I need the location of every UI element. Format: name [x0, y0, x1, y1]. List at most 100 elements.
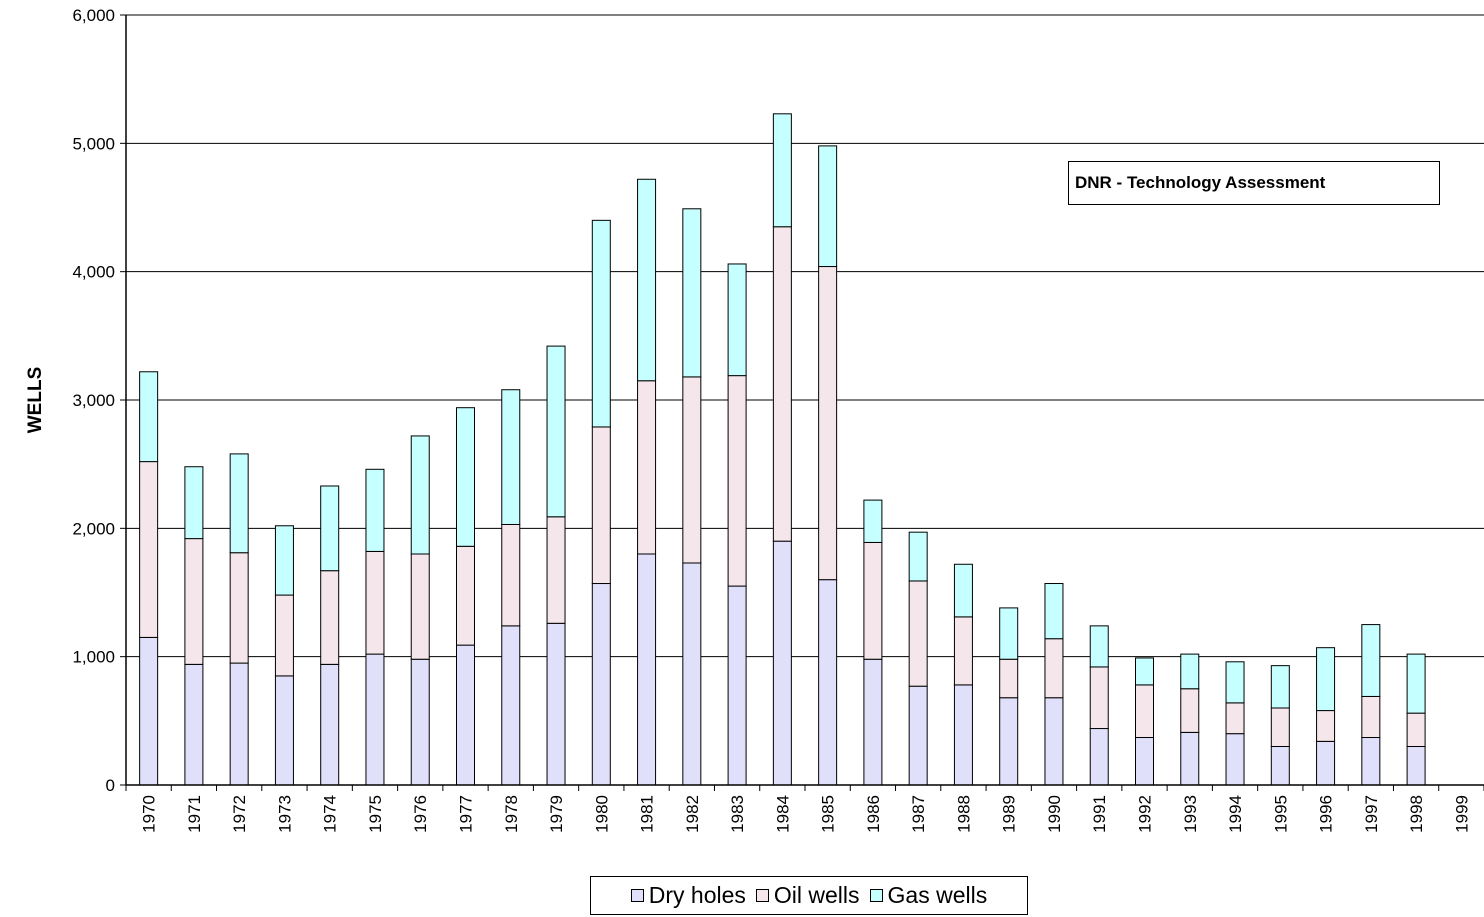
bar-oil-wells-1974	[320, 570, 340, 665]
x-tick-label: 1985	[819, 795, 838, 833]
bar-oil-wells-1983	[727, 375, 747, 587]
bar-gas-wells-1972	[229, 453, 249, 554]
bar-oil-wells-1980	[591, 426, 611, 585]
bar-oil-wells-1990	[1044, 638, 1064, 699]
annotation-text: DNR - Technology Assessment	[1075, 173, 1326, 192]
bar-gas-wells-1997	[1361, 624, 1381, 697]
x-tick-label: 1972	[230, 795, 249, 833]
bar-dry-holes-1989	[999, 697, 1019, 786]
bar-dry-holes-1978	[501, 625, 521, 786]
bar-oil-wells-1995	[1270, 707, 1290, 747]
bar-oil-wells-1981	[637, 380, 657, 555]
bar-gas-wells-1982	[682, 208, 702, 378]
bar-gas-wells-1988	[953, 563, 973, 618]
bars	[139, 113, 1426, 786]
bar-oil-wells-1978	[501, 523, 521, 627]
bar-oil-wells-1979	[546, 516, 566, 624]
bar-gas-wells-1996	[1316, 647, 1336, 712]
x-tick-label: 1974	[321, 795, 340, 833]
bar-oil-wells-1982	[682, 376, 702, 564]
x-tick-label: 1997	[1362, 795, 1381, 833]
bar-gas-wells-1985	[818, 145, 838, 268]
y-tick-label: 2,000	[72, 519, 115, 538]
bar-dry-holes-1972	[229, 662, 249, 786]
x-tick-label: 1987	[909, 795, 928, 833]
y-tick-labels: 0 1,000 2,000 3,000 4,000 5,000 6,000	[72, 6, 115, 795]
bar-gas-wells-1984	[772, 113, 792, 228]
bar-oil-wells-1988	[953, 616, 973, 686]
x-tick-label: 1983	[728, 795, 747, 833]
bar-dry-holes-1996	[1316, 740, 1336, 786]
bar-gas-wells-1973	[274, 525, 294, 596]
bar-gas-wells-1986	[863, 499, 883, 543]
x-tick-label: 1988	[954, 795, 973, 833]
x-tick-label: 1979	[547, 795, 566, 833]
x-tick-label: 1989	[1000, 795, 1019, 833]
bar-oil-wells-1987	[908, 580, 928, 687]
x-tick-label: 1973	[275, 795, 294, 833]
bar-oil-wells-1970	[139, 461, 159, 638]
bar-oil-wells-1986	[863, 541, 883, 660]
y-tick-label: 0	[106, 776, 115, 795]
bar-dry-holes-1994	[1225, 733, 1245, 786]
x-tick-label: 1991	[1090, 795, 1109, 833]
bar-gas-wells-1971	[184, 466, 204, 540]
bar-dry-holes-1979	[546, 622, 566, 786]
legend-item-oil-wells: Oil wells	[755, 882, 860, 909]
bar-gas-wells-1987	[908, 531, 928, 582]
bar-dry-holes-1970	[139, 636, 159, 786]
bar-dry-holes-1975	[365, 653, 385, 786]
axes	[120, 14, 1484, 791]
bar-oil-wells-1977	[456, 545, 475, 646]
bar-gas-wells-1995	[1270, 665, 1290, 709]
bar-dry-holes-1987	[908, 685, 928, 786]
legend-swatch-oil-wells	[755, 889, 769, 902]
bar-dry-holes-1971	[184, 663, 204, 786]
x-tick-label: 1971	[185, 795, 204, 833]
bar-dry-holes-1984	[772, 540, 792, 786]
legend: Dry holes Oil wells Gas wells	[590, 876, 1028, 915]
bar-gas-wells-1992	[1135, 657, 1154, 686]
bar-dry-holes-1988	[953, 684, 973, 786]
bar-dry-holes-1977	[456, 644, 475, 786]
bar-oil-wells-1984	[772, 226, 792, 542]
bar-oil-wells-1975	[365, 550, 385, 655]
x-tick-label: 1984	[773, 795, 792, 833]
bar-gas-wells-1975	[365, 468, 385, 552]
x-tick-label: 1986	[864, 795, 883, 833]
stacked-bar-chart: 0 1,000 2,000 3,000 4,000 5,000 6,000 1970 1971…	[25, 6, 1484, 833]
bar-oil-wells-1973	[274, 594, 294, 677]
bar-gas-wells-1983	[727, 263, 747, 377]
bar-gas-wells-1977	[456, 407, 475, 547]
bar-gas-wells-1989	[999, 607, 1019, 660]
bar-oil-wells-1997	[1361, 695, 1381, 739]
bar-gas-wells-1994	[1225, 661, 1245, 704]
x-tick-label: 1999	[1452, 795, 1471, 833]
bar-oil-wells-1976	[410, 553, 430, 660]
bar-dry-holes-1985	[818, 579, 838, 786]
y-tick-label: 3,000	[72, 391, 115, 410]
bar-gas-wells-1974	[320, 485, 340, 572]
annotation-box: DNR - Technology Assessment	[1068, 161, 1440, 205]
bar-dry-holes-1993	[1180, 731, 1200, 786]
bar-dry-holes-1995	[1270, 746, 1290, 786]
bar-dry-holes-1991	[1089, 728, 1109, 786]
bar-dry-holes-1973	[274, 675, 294, 786]
bar-dry-holes-1982	[682, 562, 702, 786]
x-tick-label: 1975	[366, 795, 385, 833]
bar-oil-wells-1971	[184, 538, 204, 665]
x-tick-label: 1976	[411, 795, 430, 833]
bar-gas-wells-1993	[1180, 653, 1200, 690]
x-tick-label: 1995	[1271, 795, 1290, 833]
x-tick-label: 1993	[1181, 795, 1200, 833]
bar-dry-holes-1983	[727, 585, 747, 786]
bar-oil-wells-1991	[1089, 666, 1109, 730]
legend-label-dry-holes: Dry holes	[648, 882, 746, 908]
bar-gas-wells-1976	[410, 435, 430, 555]
bar-oil-wells-1992	[1135, 684, 1154, 739]
bar-dry-holes-1976	[410, 658, 430, 786]
legend-swatch-dry-holes	[630, 889, 644, 902]
x-tick-label: 1980	[592, 795, 611, 833]
bar-oil-wells-1993	[1180, 688, 1200, 733]
bar-dry-holes-1990	[1044, 697, 1064, 786]
